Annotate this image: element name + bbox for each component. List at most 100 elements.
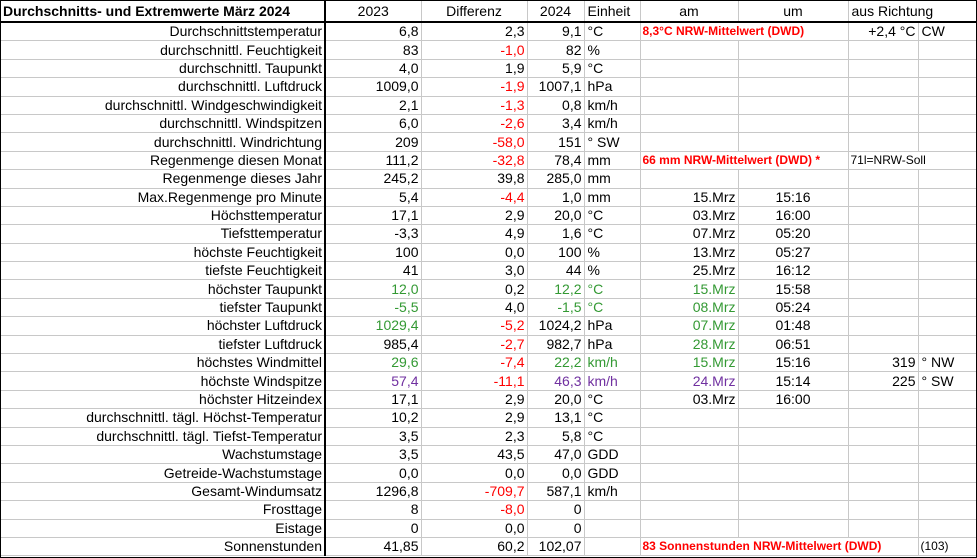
date: 08.Mrz <box>640 298 739 318</box>
row-label: durchschnittl. tägl. Tiefst-Temperatur <box>1 427 326 446</box>
value-2024: 47,0 <box>527 445 585 465</box>
table-row: höchste Feuchtigkeit 100 0,0 100 % 13.Mr… <box>1 243 976 263</box>
unit: ° SW <box>584 132 641 152</box>
value-2024: 100 <box>527 243 585 263</box>
value-2024: 3,4 <box>527 114 585 134</box>
header-row: Durchschnitts- und Extremwerte März 2024… <box>1 1 976 23</box>
value-diff: -4,4 <box>421 188 528 207</box>
value-2024: 22,2 <box>527 353 585 373</box>
value-2024: 9,1 <box>527 22 585 42</box>
dir-unit: CW <box>918 22 976 42</box>
dir-value: +2,4 °C <box>848 22 919 42</box>
table-row: durchschnittl. Taupunkt 4,0 1,9 5,9 °C <box>1 59 976 79</box>
nrw-soll-note: 71l=NRW-Soll <box>848 151 976 171</box>
value-diff: -7,4 <box>421 353 528 373</box>
value-2023: 0,0 <box>325 463 422 483</box>
row-label: höchster Luftdruck <box>1 316 326 336</box>
table-row: Höchsttemperatur 17,1 2,9 20,0 °C 03.Mrz… <box>1 206 976 226</box>
value-2024: 587,1 <box>527 482 585 502</box>
value-2024: 82 <box>527 40 585 60</box>
dir-value: 225 <box>848 371 919 391</box>
value-2023: 10,2 <box>325 408 422 428</box>
value-2024: 20,0 <box>527 206 585 226</box>
table-row: durchschnittl. tägl. Höchst-Temperatur 1… <box>1 408 976 428</box>
row-label: durchschnittl. Windrichtung <box>1 132 326 152</box>
unit: km/h <box>584 353 641 373</box>
value-diff: -1,0 <box>421 40 528 60</box>
date: 28.Mrz <box>640 335 739 355</box>
col-header-unit: Einheit <box>584 1 641 23</box>
unit: GDD <box>584 463 641 483</box>
table-row: tiefster Taupunkt -5,5 4,0 -1,5 °C 08.Mr… <box>1 298 976 318</box>
date: 25.Mrz <box>640 261 739 281</box>
value-2023: -5,5 <box>325 298 422 318</box>
value-diff: 39,8 <box>421 169 528 189</box>
value-2023: 1009,0 <box>325 77 422 97</box>
date: 13.Mrz <box>640 243 739 263</box>
unit <box>584 500 641 520</box>
table-row: durchschnittl. Feuchtigkeit 83 -1,0 82 % <box>1 40 976 60</box>
value-2023: 2,1 <box>325 96 422 115</box>
value-diff: 2,3 <box>421 22 528 42</box>
unit: °C <box>584 298 641 318</box>
unit: % <box>584 261 641 281</box>
unit: km/h <box>584 114 641 134</box>
value-diff: -2,7 <box>421 335 528 355</box>
table-row: durchschnittl. Windspitzen 6,0 -2,6 3,4 … <box>1 114 976 134</box>
table-row: Gesamt-Windumsatz 1296,8 -709,7 587,1 km… <box>1 482 976 502</box>
row-label: Höchsttemperatur <box>1 206 326 226</box>
row-label: Tiefsttemperatur <box>1 224 326 244</box>
value-diff: 0,0 <box>421 519 528 538</box>
col-header-diff: Differenz <box>421 1 528 23</box>
date: 24.Mrz <box>640 371 739 391</box>
value-2023: 57,4 <box>325 371 422 391</box>
value-diff: 1,9 <box>421 59 528 79</box>
row-label: durchschnittl. Windspitzen <box>1 114 326 134</box>
unit: hPa <box>584 316 641 336</box>
value-2023: 83 <box>325 40 422 60</box>
row-label: höchster Taupunkt <box>1 279 326 299</box>
unit <box>584 537 641 557</box>
value-2024: 982,7 <box>527 335 585 355</box>
table-title: Durchschnitts- und Extremwerte März 2024 <box>1 1 326 23</box>
value-2023: 6,0 <box>325 114 422 134</box>
row-label: höchste Feuchtigkeit <box>1 243 326 263</box>
value-diff: -709,7 <box>421 482 528 502</box>
table-row: Frosttage 8 -8,0 0 <box>1 500 976 520</box>
unit: °C <box>584 408 641 428</box>
nrw-note: 66 mm NRW-Mittelwert (DWD) * <box>640 151 849 171</box>
table-row: höchste Windspitze 57,4 -11,1 46,3 km/h … <box>1 371 976 391</box>
table-row: höchster Hitzeindex 17,1 2,9 20,0 °C 03.… <box>1 390 976 410</box>
time: 16:00 <box>738 206 849 226</box>
value-diff: 43,5 <box>421 445 528 465</box>
value-2023: 17,1 <box>325 206 422 226</box>
time: 16:12 <box>738 261 849 281</box>
table-row: durchschnittl. tägl. Tiefst-Temperatur 3… <box>1 427 976 446</box>
value-2023: 6,8 <box>325 22 422 42</box>
row-label: Regenmenge diesen Monat <box>1 151 326 171</box>
value-2023: 41,85 <box>325 537 422 557</box>
unit: °C <box>584 206 641 226</box>
value-2024: 1024,2 <box>527 316 585 336</box>
value-2023: 12,0 <box>325 279 422 299</box>
value-2024: 5,9 <box>527 59 585 79</box>
row-label: Wachstumstage <box>1 445 326 465</box>
dir-value: 319 <box>848 353 919 373</box>
row-label: durchschnittl. Windgeschwindigkeit <box>1 96 326 115</box>
unit: °C <box>584 224 641 244</box>
row-label: Frosttage <box>1 500 326 520</box>
value-diff: -11,1 <box>421 371 528 391</box>
time: 15:58 <box>738 279 849 299</box>
unit: °C <box>584 279 641 299</box>
col-header-2024: 2024 <box>527 1 585 23</box>
value-2023: 17,1 <box>325 390 422 410</box>
table-row: durchschnittl. Windgeschwindigkeit 2,1 -… <box>1 96 976 115</box>
value-diff: 2,9 <box>421 408 528 428</box>
unit: mm <box>584 151 641 171</box>
row-label: Getreide-Wachstumstage <box>1 463 326 483</box>
value-diff: -2,6 <box>421 114 528 134</box>
value-diff: 0,2 <box>421 279 528 299</box>
time: 16:00 <box>738 390 849 410</box>
